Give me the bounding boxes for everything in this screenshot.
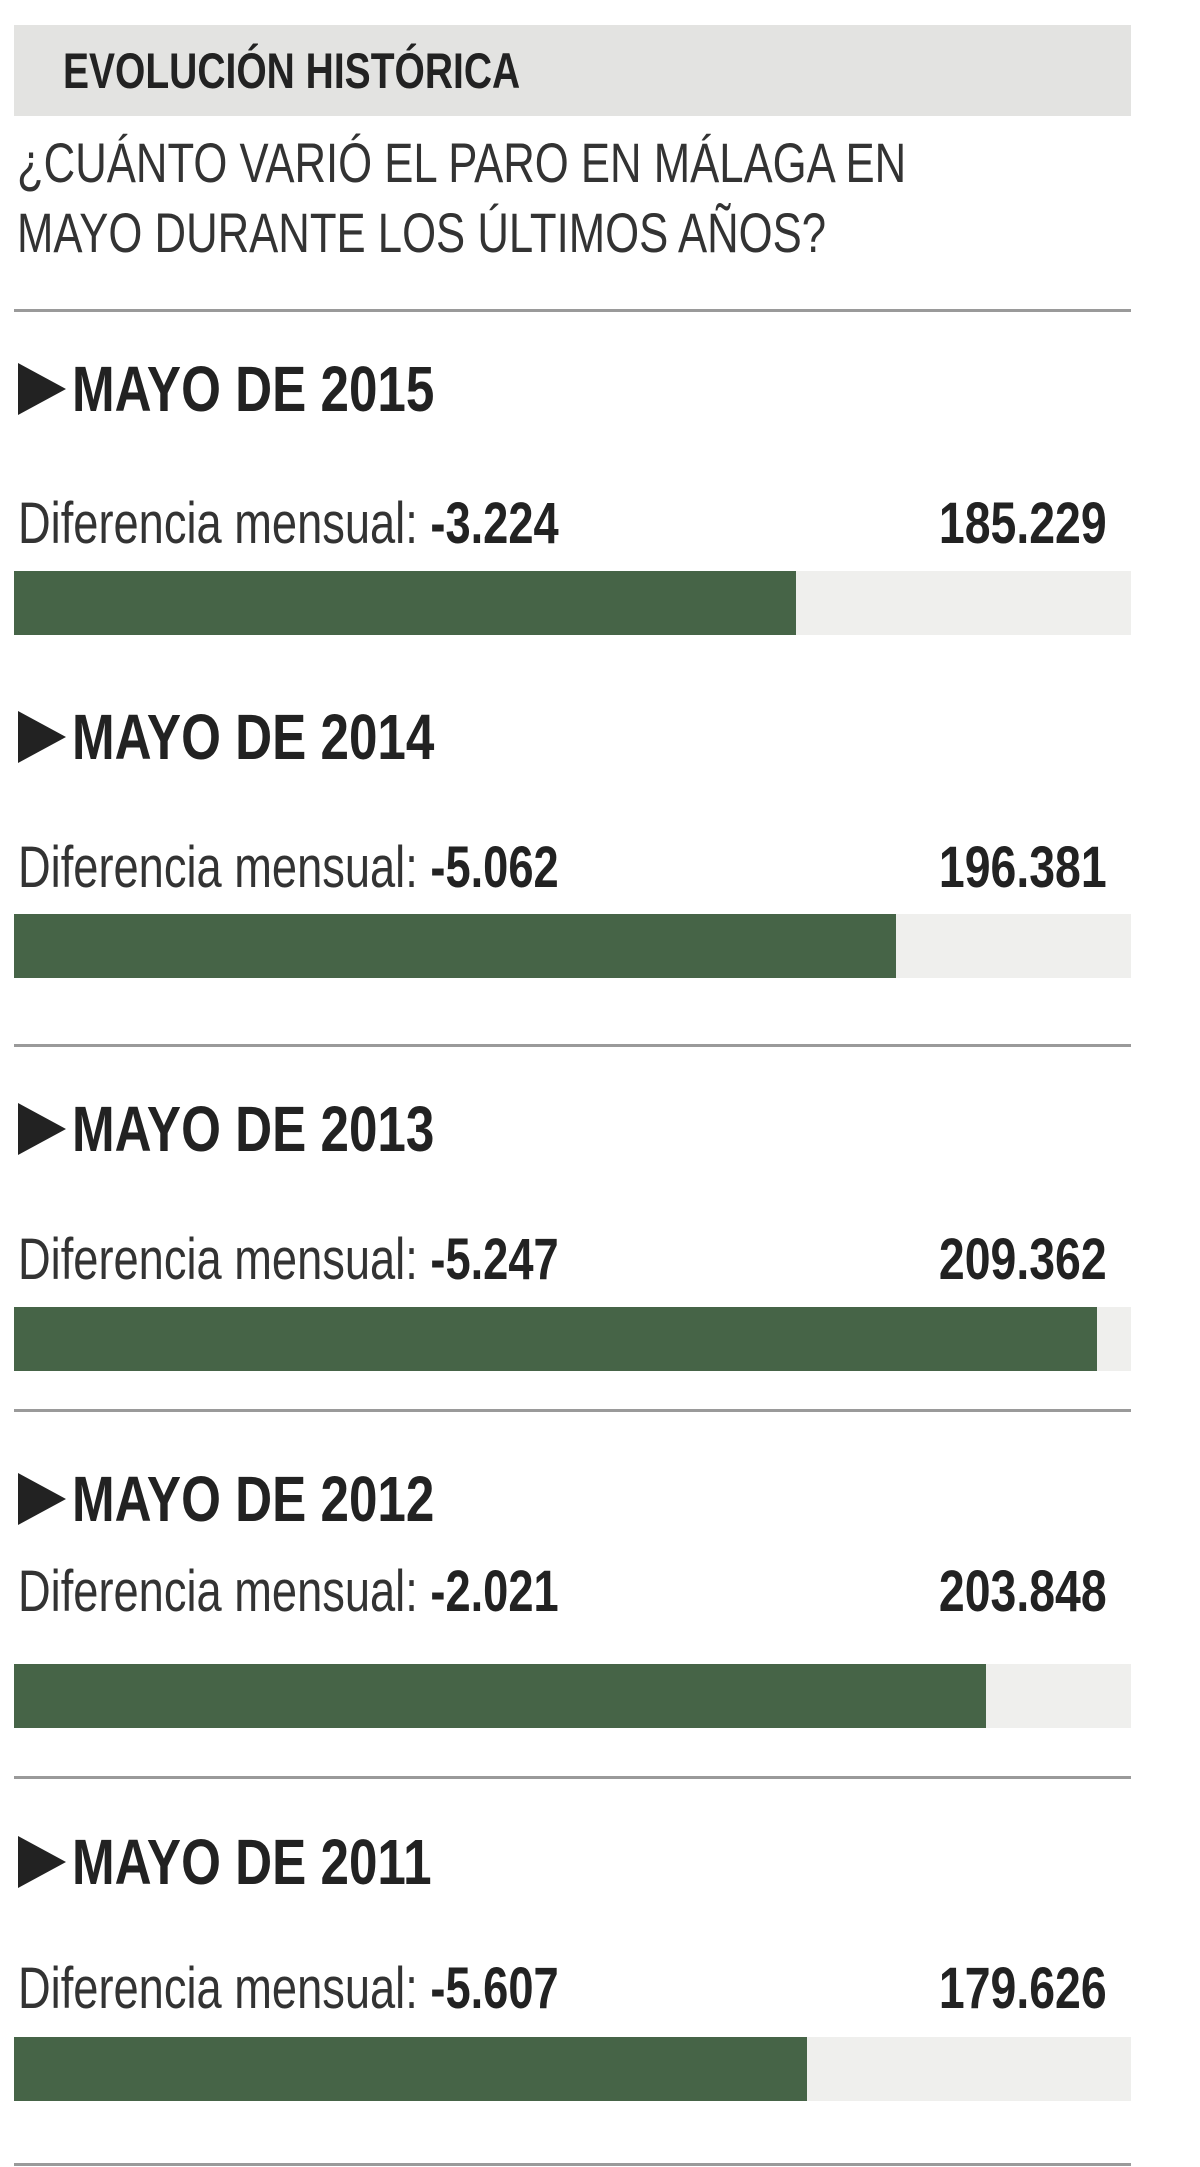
difference-label: Diferencia mensual: -2.021 — [18, 1558, 711, 1625]
total-value-text: 209.362 — [939, 1227, 1107, 1292]
year-heading: MAYO DE 2013 — [18, 1092, 525, 1166]
triangle-right-icon — [18, 711, 66, 763]
year-heading: MAYO DE 2015 — [18, 352, 525, 426]
difference-prefix: Diferencia mensual: — [18, 1956, 418, 2021]
year-title: MAYO DE 2012 — [72, 1463, 435, 1535]
difference-value: -3.224 — [430, 491, 559, 556]
difference-value: -5.607 — [430, 1956, 559, 2021]
divider — [14, 1044, 1131, 1047]
header-title: EVOLUCIÓN HISTÓRICA — [63, 42, 649, 100]
difference-label: Diferencia mensual: -5.062 — [18, 834, 711, 901]
total-value: 196.381 — [897, 834, 1107, 901]
total-value-text: 179.626 — [939, 1956, 1107, 2021]
total-value: 179.626 — [897, 1955, 1107, 2022]
year-title: MAYO DE 2014 — [72, 701, 435, 773]
divider — [14, 1776, 1131, 1779]
subtitle-line-2: MAYO DURANTE LOS ÚLTIMOS AÑOS? — [17, 198, 1054, 268]
bar-fill — [14, 571, 796, 635]
bar-track — [14, 571, 1131, 635]
difference-value: -2.021 — [430, 1559, 559, 1624]
year-title: MAYO DE 2013 — [72, 1093, 435, 1165]
year-title: MAYO DE 2011 — [72, 1826, 432, 1898]
bar-fill — [14, 914, 897, 978]
total-value-text: 185.229 — [939, 491, 1107, 556]
divider — [14, 2163, 1131, 2166]
triangle-right-icon — [18, 1103, 66, 1155]
triangle-right-icon — [18, 1836, 66, 1888]
bar-fill — [14, 1664, 986, 1728]
subtitle-text-1: ¿CUÁNTO VARIÓ EL PARO EN MÁLAGA EN — [17, 131, 907, 194]
divider — [14, 309, 1131, 312]
header-title-text: EVOLUCIÓN HISTÓRICA — [63, 43, 521, 99]
difference-prefix: Diferencia mensual: — [18, 1227, 418, 1292]
total-value: 203.848 — [897, 1558, 1107, 1625]
total-value: 185.229 — [897, 490, 1107, 557]
divider — [14, 1409, 1131, 1412]
triangle-right-icon — [18, 363, 66, 415]
bar-fill — [14, 1307, 1098, 1371]
year-heading: MAYO DE 2011 — [18, 1825, 521, 1899]
difference-value: -5.247 — [430, 1227, 559, 1292]
bar-track — [14, 1664, 1131, 1728]
year-heading: MAYO DE 2014 — [18, 700, 525, 774]
difference-label: Diferencia mensual: -5.247 — [18, 1226, 711, 1293]
difference-value: -5.062 — [430, 835, 559, 900]
subtitle-line-1: ¿CUÁNTO VARIÓ EL PARO EN MÁLAGA EN — [17, 128, 1157, 198]
total-value-text: 203.848 — [939, 1559, 1107, 1624]
year-heading: MAYO DE 2012 — [18, 1462, 525, 1536]
difference-prefix: Diferencia mensual: — [18, 1559, 418, 1624]
bar-track — [14, 1307, 1131, 1371]
bar-fill — [14, 2037, 808, 2101]
triangle-right-icon — [18, 1473, 66, 1525]
difference-label: Diferencia mensual: -5.607 — [18, 1955, 711, 2022]
difference-label: Diferencia mensual: -3.224 — [18, 490, 711, 557]
subtitle-text-2: MAYO DURANTE LOS ÚLTIMOS AÑOS? — [17, 201, 827, 264]
total-value-text: 196.381 — [939, 835, 1107, 900]
header-band — [14, 25, 1131, 116]
year-title: MAYO DE 2015 — [72, 353, 435, 425]
bar-track — [14, 914, 1131, 978]
bar-track — [14, 2037, 1131, 2101]
difference-prefix: Diferencia mensual: — [18, 835, 418, 900]
difference-prefix: Diferencia mensual: — [18, 491, 418, 556]
total-value: 209.362 — [897, 1226, 1107, 1293]
